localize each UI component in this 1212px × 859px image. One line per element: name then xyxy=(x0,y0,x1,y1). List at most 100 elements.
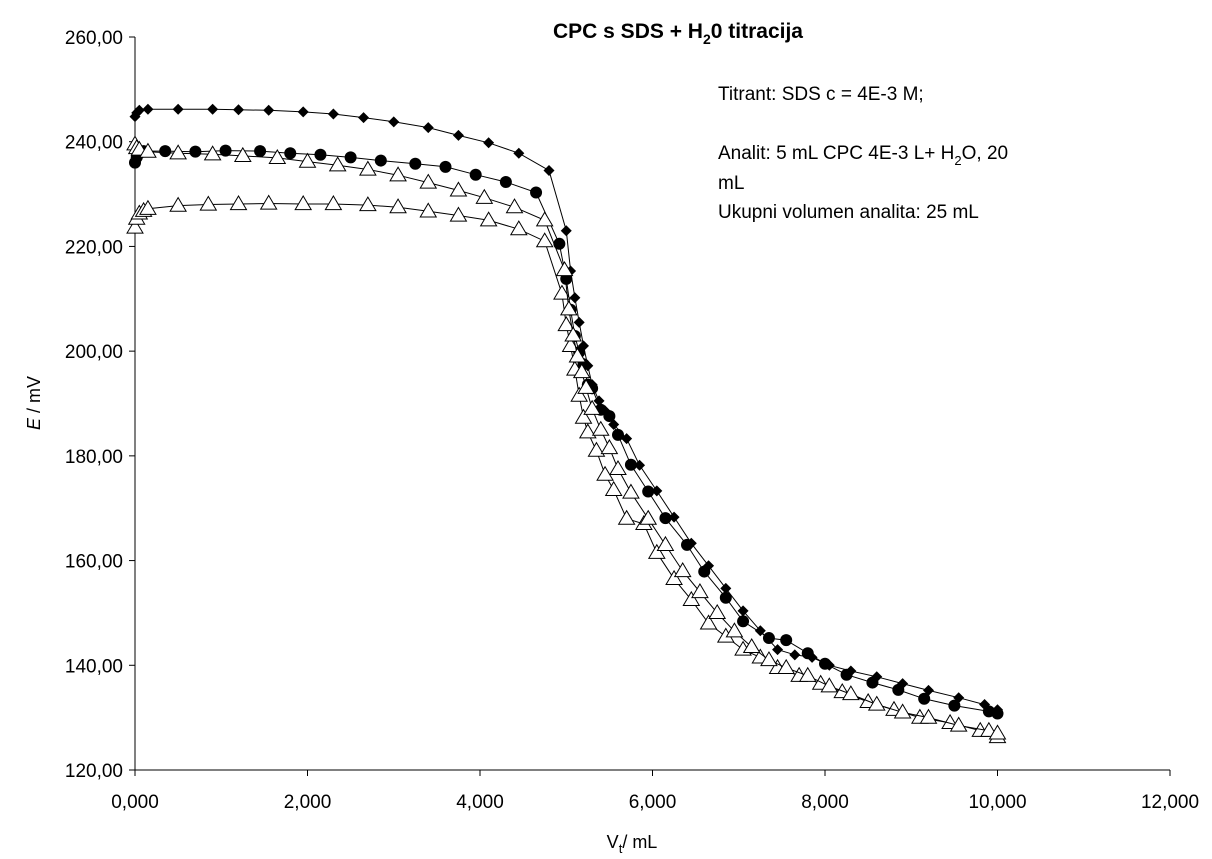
triangle-point xyxy=(419,173,438,189)
triangle-point xyxy=(587,441,606,457)
triangle-point xyxy=(359,196,377,212)
diamond-point xyxy=(737,605,749,617)
circle-point xyxy=(374,154,387,167)
y-axis-ticks: 120,00 140,00 160,00 180,00 200,00 220,00 240,… xyxy=(65,28,135,782)
triangle-point xyxy=(742,637,761,654)
circle-point xyxy=(603,410,616,423)
diamond-point xyxy=(569,292,581,304)
triangle-point xyxy=(639,509,658,525)
circle-point xyxy=(698,565,711,578)
triangle-point xyxy=(169,144,187,160)
diamond-point xyxy=(668,511,680,523)
triangle-point xyxy=(591,420,610,436)
circle-point xyxy=(439,160,452,173)
triangle-point xyxy=(820,677,839,693)
annotation-analit-suffix: O, 20 xyxy=(962,143,1008,164)
triangle-point xyxy=(568,347,587,363)
triangle-point xyxy=(682,590,701,606)
circle-point xyxy=(624,458,637,471)
triangle-point xyxy=(389,166,407,182)
circle-point xyxy=(762,632,775,645)
triangle-point xyxy=(600,439,619,455)
series-4 xyxy=(126,135,1007,740)
x-tick-label: 6,000 xyxy=(629,792,677,813)
triangle-point xyxy=(622,483,640,499)
triangle-point xyxy=(475,188,494,204)
y-tick-label: 140,00 xyxy=(65,656,123,677)
triangle-point xyxy=(919,708,938,724)
circle-point xyxy=(991,707,1004,720)
triangle-point xyxy=(199,195,218,211)
circle-point xyxy=(737,615,750,628)
triangle-point xyxy=(509,220,528,236)
diamond-point xyxy=(327,108,339,120)
y-axis-label-symbol: E xyxy=(24,417,44,430)
annotation-volume: Ukupni volumen analita: 25 mL xyxy=(718,202,979,223)
triangle-point xyxy=(578,423,597,439)
circle-point xyxy=(819,657,831,670)
triangle-point xyxy=(419,202,438,218)
circle-point xyxy=(189,145,202,158)
triangle-point xyxy=(583,399,601,415)
x-axis-label-unit: / mL xyxy=(622,832,657,852)
triangle-point xyxy=(328,156,347,172)
circle-point xyxy=(254,145,267,158)
triangle-point xyxy=(760,651,778,667)
circle-point xyxy=(801,647,814,660)
diamond-point xyxy=(634,459,646,471)
triangle-point xyxy=(449,181,468,197)
diamond-point xyxy=(754,625,766,637)
chart-title-prefix: CPC s SDS + H xyxy=(553,20,703,43)
series-4-line xyxy=(134,144,998,734)
triangle-point xyxy=(555,261,574,277)
chart-title-suffix: 0 titracija xyxy=(711,20,804,43)
annotation-analit-prefix: Analit: 5 mL CPC 4E-3 L+ H xyxy=(718,143,954,164)
series-1 xyxy=(129,103,1003,716)
plot-area xyxy=(126,103,1007,744)
x-tick-label: 10,000 xyxy=(968,792,1026,813)
triangle-point xyxy=(259,194,278,210)
x-tick-label: 0,000 xyxy=(111,792,159,813)
diamond-point xyxy=(772,644,784,656)
triangle-point xyxy=(691,582,709,599)
circle-point xyxy=(159,145,172,158)
annotation-titrant: Titrant: SDS c = 4E-3 M; xyxy=(718,84,924,105)
x-tick-label: 4,000 xyxy=(456,792,504,813)
triangle-point xyxy=(479,211,498,227)
series-1-line xyxy=(134,108,998,711)
diamond-point xyxy=(297,106,309,118)
y-axis-label-unit: / mV xyxy=(24,376,44,418)
triangle-point xyxy=(699,614,718,630)
circle-point xyxy=(866,676,879,689)
diamond-point xyxy=(207,103,219,115)
y-tick-label: 160,00 xyxy=(65,552,123,573)
triangle-point xyxy=(324,195,343,211)
triangle-point xyxy=(233,146,252,162)
y-tick-label: 260,00 xyxy=(65,28,123,49)
triangle-point xyxy=(169,196,187,212)
triangle-point xyxy=(535,232,554,248)
circle-point xyxy=(918,692,931,705)
diamond-point xyxy=(452,129,464,141)
circle-point xyxy=(469,168,482,181)
circle-point xyxy=(948,699,961,712)
diamond-point xyxy=(483,137,495,149)
triangle-point xyxy=(604,480,623,496)
triangle-point xyxy=(203,145,222,161)
diamond-point xyxy=(358,112,370,124)
circle-point xyxy=(780,634,793,647)
x-axis-label-subscript: t xyxy=(619,841,623,856)
circle-point xyxy=(892,683,905,696)
diamond-point xyxy=(388,116,400,128)
y-tick-label: 200,00 xyxy=(65,342,123,363)
triangle-point xyxy=(798,666,817,682)
triangle-point xyxy=(647,543,666,559)
triangle-point xyxy=(298,152,317,168)
triangle-point xyxy=(229,195,248,211)
circle-point xyxy=(612,428,624,441)
triangle-point xyxy=(949,716,968,732)
triangle-point xyxy=(577,378,595,394)
triangle-point xyxy=(449,206,468,222)
x-axis-ticks: 0,000 2,000 4,000 6,000 8,000 10,000 12,000 xyxy=(111,770,1199,813)
